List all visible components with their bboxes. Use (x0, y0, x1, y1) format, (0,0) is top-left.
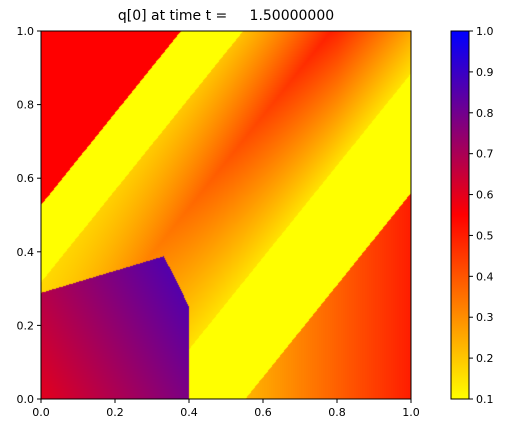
colorbar-tick-label: 0.3 (476, 311, 494, 324)
x-tick-label: 1.0 (402, 406, 420, 419)
y-tick-label: 0.8 (17, 99, 35, 112)
y-tick-label: 0.4 (17, 246, 35, 259)
colorbar-tick-label: 1.0 (476, 25, 494, 38)
y-tick-label: 0.6 (17, 172, 35, 185)
x-tick-label: 0.0 (32, 406, 50, 419)
colorbar-tick-label: 0.1 (476, 393, 494, 406)
colorbar-tick-label: 0.2 (476, 352, 494, 365)
plot-area (41, 31, 411, 399)
x-tick-label: 0.4 (180, 406, 198, 419)
colorbar-tick-label: 0.4 (476, 270, 494, 283)
colorbar-axis: 0.1 0.2 0.3 0.4 0.5 0.6 0.7 0.8 0.9 1.0 (469, 25, 494, 406)
colorbar-tick-label: 0.8 (476, 107, 494, 120)
y-tick-label: 0.0 (17, 393, 35, 406)
chart-title: q[0] at time t = 1.50000000 (118, 8, 334, 24)
colorbar-tick-label: 0.7 (476, 148, 494, 161)
colorbar-tick-label: 0.6 (476, 189, 494, 202)
y-tick-label: 1.0 (17, 25, 35, 38)
x-tick-label: 0.8 (328, 406, 346, 419)
heatmap-image (41, 31, 411, 399)
y-tick-label: 0.2 (17, 319, 35, 332)
plot-frame (40, 30, 412, 400)
colorbar-tick-label: 0.9 (476, 66, 494, 79)
colorbar-tick-label: 0.5 (476, 229, 494, 242)
x-tick-label: 0.6 (254, 406, 272, 419)
colorbar (450, 30, 470, 400)
x-tick-label: 0.2 (106, 406, 124, 419)
x-axis: 0.0 0.2 0.4 0.6 0.8 1.0 (32, 399, 420, 419)
y-axis: 0.0 0.2 0.4 0.6 0.8 1.0 (17, 25, 41, 406)
